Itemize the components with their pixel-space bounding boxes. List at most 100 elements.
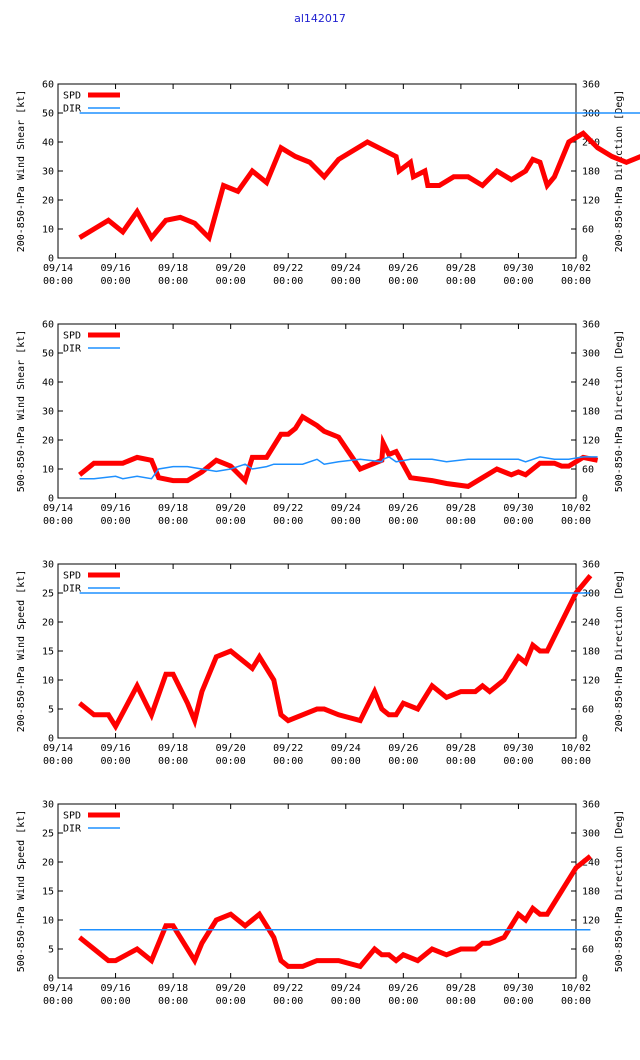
y-left-tick-label: 25 xyxy=(42,589,54,600)
x-tick-time: 00:00 xyxy=(43,996,73,1007)
x-tick-date: 09/16 xyxy=(101,503,131,514)
x-tick-date: 09/20 xyxy=(216,983,246,994)
legend-label-dir: DIR xyxy=(63,344,82,355)
series-line-spd xyxy=(78,413,599,489)
legend-label-dir: DIR xyxy=(63,104,82,115)
y-right-tick-label: 0 xyxy=(582,494,588,505)
y-left-tick-label: 40 xyxy=(42,378,54,389)
x-tick-date: 10/02 xyxy=(561,503,591,514)
x-tick-time: 00:00 xyxy=(331,516,361,527)
series-line-spd xyxy=(78,854,592,970)
x-tick-date: 09/14 xyxy=(43,983,73,994)
x-tick-time: 00:00 xyxy=(273,516,303,527)
y-right-tick-label: 360 xyxy=(582,560,600,571)
x-tick-date: 09/28 xyxy=(446,503,476,514)
legend-label-spd: SPD xyxy=(63,91,81,102)
legend: SPD DIR xyxy=(63,811,120,835)
y-left-tick-label: 5 xyxy=(48,945,54,956)
x-tick-date: 09/22 xyxy=(273,743,303,754)
legend-label-dir: DIR xyxy=(63,584,82,595)
y-left-tick-label: 60 xyxy=(42,80,54,91)
y-left-axis-label: 200-850-hPa Wind Speed [kt] xyxy=(16,570,27,733)
x-tick-time: 00:00 xyxy=(331,996,361,1007)
y-left-tick-label: 10 xyxy=(42,916,54,927)
y-right-tick-label: 180 xyxy=(582,407,600,418)
x-tick-time: 00:00 xyxy=(216,516,246,527)
x-tick-date: 09/18 xyxy=(158,503,188,514)
y-right-tick-label: 300 xyxy=(582,589,600,600)
y-left-tick-label: 10 xyxy=(42,465,54,476)
x-tick-date: 09/24 xyxy=(331,743,361,754)
x-tick-date: 09/16 xyxy=(101,743,131,754)
x-tick-time: 00:00 xyxy=(43,516,73,527)
x-tick-time: 00:00 xyxy=(388,996,418,1007)
x-tick-date: 09/14 xyxy=(43,503,73,514)
y-right-axis-label: 200-850-hPa Direction [Deg] xyxy=(614,90,625,253)
x-tick-date: 09/26 xyxy=(388,263,418,274)
page-title: al142017 xyxy=(294,12,346,25)
chart-panel-2: 0 10 20 30 40 50 60 0 60 120 180 240 300 360 09/14 00:0… xyxy=(16,320,625,528)
y-left-tick-label: 0 xyxy=(48,974,54,985)
x-tick-date: 09/22 xyxy=(273,503,303,514)
x-tick-date: 09/20 xyxy=(216,743,246,754)
x-tick-time: 00:00 xyxy=(561,756,591,767)
y-right-tick-label: 180 xyxy=(582,887,600,898)
x-tick-date: 09/18 xyxy=(158,983,188,994)
y-left-tick-label: 30 xyxy=(42,800,54,811)
x-tick-date: 09/24 xyxy=(331,263,361,274)
x-tick-time: 00:00 xyxy=(101,996,131,1007)
y-right-tick-label: 300 xyxy=(582,829,600,840)
y-left-tick-label: 0 xyxy=(48,254,54,265)
x-tick-time: 00:00 xyxy=(503,996,533,1007)
x-tick-time: 00:00 xyxy=(331,276,361,287)
x-tick-date: 09/30 xyxy=(503,983,533,994)
y-left-tick-label: 50 xyxy=(42,109,54,120)
y-left-tick-label: 60 xyxy=(42,320,54,331)
x-tick-time: 00:00 xyxy=(43,756,73,767)
x-tick-time: 00:00 xyxy=(158,516,188,527)
chart-panel-1: 010203040506006012018024030036009/1400:0… xyxy=(16,80,640,287)
x-tick-time: 00:00 xyxy=(101,516,131,527)
x-tick-time: 00:00 xyxy=(503,276,533,287)
plot-frame xyxy=(57,563,577,739)
y-left-tick-label: 40 xyxy=(42,138,54,149)
y-right-tick-label: 60 xyxy=(582,465,594,476)
x-tick-date: 09/16 xyxy=(101,263,131,274)
y-left-tick-label: 20 xyxy=(42,436,54,447)
y-left-tick-label: 25 xyxy=(42,829,54,840)
legend-label-dir: DIR xyxy=(63,824,82,835)
y-right-axis-label: 500-850-hPa Direction [Deg] xyxy=(614,810,625,973)
x-tick-time: 00:00 xyxy=(388,516,418,527)
y-left-tick-label: 50 xyxy=(42,349,54,360)
chart-panel-4: 05101520253006012018024030036009/1400:00… xyxy=(16,800,625,1008)
x-tick-time: 00:00 xyxy=(446,516,476,527)
x-tick-date: 09/28 xyxy=(446,983,476,994)
y-right-tick-label: 360 xyxy=(582,800,600,811)
y-left-tick-label: 5 xyxy=(48,705,54,716)
y-right-tick-label: 120 xyxy=(582,436,600,447)
x-tick-date: 09/24 xyxy=(331,503,361,514)
legend-label-spd: SPD xyxy=(63,331,81,342)
y-left-axis-label: 200-850-hPa Wind Shear [kt] xyxy=(16,90,27,253)
x-tick-date: 09/22 xyxy=(273,983,303,994)
y-left-tick-label: 20 xyxy=(42,618,54,629)
y-right-tick-label: 60 xyxy=(582,225,594,236)
x-tick-date: 09/20 xyxy=(216,503,246,514)
y-right-tick-label: 360 xyxy=(582,80,600,91)
x-tick-date: 10/02 xyxy=(561,263,591,274)
y-right-tick-label: 240 xyxy=(582,618,600,629)
x-tick-time: 00:00 xyxy=(273,756,303,767)
y-right-tick-label: 180 xyxy=(582,167,600,178)
legend: SPD DIR xyxy=(63,331,120,355)
y-left-axis-label: 500-850-hPa Wind Speed [kt] xyxy=(16,810,27,973)
x-tick-date: 09/20 xyxy=(216,263,246,274)
y-right-tick-label: 0 xyxy=(582,254,588,265)
x-tick-date: 09/26 xyxy=(388,743,418,754)
x-tick-date: 09/14 xyxy=(43,743,73,754)
y-left-tick-label: 30 xyxy=(42,407,54,418)
y-left-tick-label: 30 xyxy=(42,560,54,571)
x-tick-time: 00:00 xyxy=(446,276,476,287)
series-line-spd xyxy=(78,130,640,243)
legend-label-spd: SPD xyxy=(63,811,81,822)
x-tick-date: 09/22 xyxy=(273,263,303,274)
